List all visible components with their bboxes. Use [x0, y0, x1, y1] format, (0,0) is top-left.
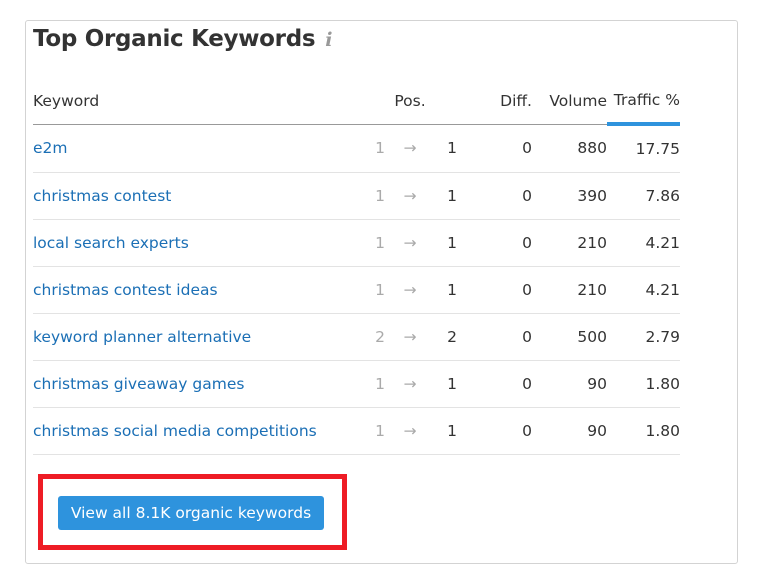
difficulty: 0 — [457, 313, 532, 361]
difficulty: 0 — [457, 407, 532, 455]
previous-position: 1 — [363, 172, 385, 220]
header-keyword[interactable]: Keyword — [33, 78, 363, 125]
position: 1 — [435, 219, 457, 267]
position: 2 — [435, 313, 457, 361]
volume: 90 — [532, 407, 607, 455]
header-pos[interactable]: Pos. — [363, 78, 457, 125]
header-traffic[interactable]: Traffic % — [607, 78, 680, 126]
position: 1 — [435, 360, 457, 408]
info-icon[interactable]: i — [325, 29, 333, 51]
keyword-link[interactable]: christmas social media competitions — [33, 422, 317, 440]
position: 1 — [435, 407, 457, 455]
table-row: christmas social media competitions 1 → … — [33, 407, 680, 455]
position: 1 — [435, 266, 457, 314]
traffic: 4.21 — [607, 219, 680, 267]
arrow-right-icon: → — [385, 266, 435, 314]
highlight-box — [38, 474, 347, 550]
arrow-right-icon: → — [385, 360, 435, 408]
difficulty: 0 — [457, 124, 532, 173]
previous-position: 1 — [363, 266, 385, 314]
previous-position: 1 — [363, 219, 385, 267]
table-row: christmas giveaway games 1 → 1 0 90 1.80 — [33, 360, 680, 408]
volume: 210 — [532, 219, 607, 267]
position: 1 — [435, 124, 457, 173]
table-row: e2m 1 → 1 0 880 17.75 — [33, 124, 680, 173]
keywords-table: Keyword Pos. Diff. Volume Traffic % e2m … — [33, 78, 680, 455]
previous-position: 1 — [363, 360, 385, 408]
keyword-link[interactable]: christmas giveaway games — [33, 375, 245, 393]
keyword-link[interactable]: christmas contest — [33, 187, 172, 205]
keyword-link[interactable]: keyword planner alternative — [33, 328, 252, 346]
traffic: 1.80 — [607, 360, 680, 408]
view-all-keywords-button[interactable]: View all 8.1K organic keywords — [58, 496, 324, 530]
difficulty: 0 — [457, 219, 532, 267]
table-row: christmas contest 1 → 1 0 390 7.86 — [33, 172, 680, 220]
table-row: local search experts 1 → 1 0 210 4.21 — [33, 219, 680, 267]
volume: 500 — [532, 313, 607, 361]
arrow-right-icon: → — [385, 219, 435, 267]
traffic: 7.86 — [607, 172, 680, 220]
difficulty: 0 — [457, 266, 532, 314]
arrow-right-icon: → — [385, 124, 435, 173]
header-diff[interactable]: Diff. — [457, 78, 532, 125]
difficulty: 0 — [457, 172, 532, 220]
volume: 210 — [532, 266, 607, 314]
position: 1 — [435, 172, 457, 220]
arrow-right-icon: → — [385, 313, 435, 361]
difficulty: 0 — [457, 360, 532, 408]
widget-title: Top Organic Keywords i — [33, 26, 333, 52]
previous-position: 2 — [363, 313, 385, 361]
top-organic-keywords-card — [25, 20, 738, 564]
keyword-link[interactable]: christmas contest ideas — [33, 281, 218, 299]
keyword-link[interactable]: local search experts — [33, 234, 189, 252]
traffic: 17.75 — [607, 124, 680, 173]
arrow-right-icon: → — [385, 407, 435, 455]
keyword-link[interactable]: e2m — [33, 139, 68, 158]
previous-position: 1 — [363, 124, 385, 173]
traffic: 4.21 — [607, 266, 680, 314]
previous-position: 1 — [363, 407, 385, 455]
header-volume[interactable]: Volume — [532, 78, 607, 125]
volume: 880 — [532, 124, 607, 173]
table-row: keyword planner alternative 2 → 2 0 500 … — [33, 313, 680, 361]
traffic: 1.80 — [607, 407, 680, 455]
traffic: 2.79 — [607, 313, 680, 361]
table-row: christmas contest ideas 1 → 1 0 210 4.21 — [33, 266, 680, 314]
arrow-right-icon: → — [385, 172, 435, 220]
volume: 90 — [532, 360, 607, 408]
volume: 390 — [532, 172, 607, 220]
